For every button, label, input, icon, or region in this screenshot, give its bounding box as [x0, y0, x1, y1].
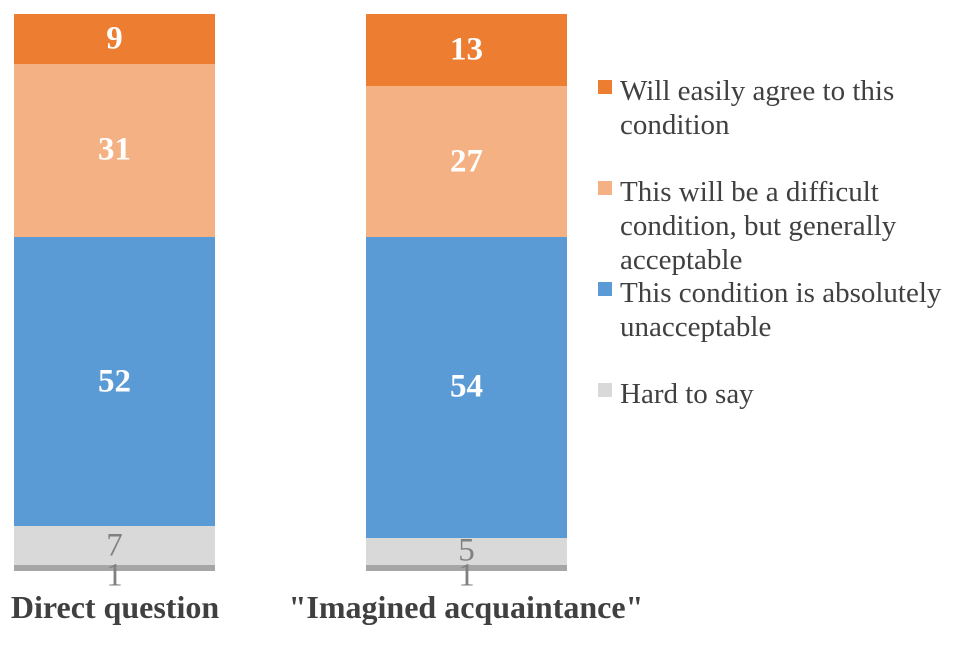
legend-label-hard-to-say: Hard to say — [620, 378, 754, 410]
segment-value-label: 1 — [458, 557, 475, 594]
legend-item-difficult-but-acceptable: This will be a difficult condition, but … — [598, 175, 948, 277]
legend-swatch-hard-to-say — [598, 383, 612, 397]
bar-segment: 5 — [366, 532, 567, 569]
bar-segment: 1 — [14, 559, 215, 592]
segment-value-label: 54 — [450, 368, 483, 405]
category-label-imagined-acquaintance: "Imagined acquaintance" — [288, 589, 644, 625]
bar-segment: 7 — [14, 526, 215, 566]
segment-value-label: 52 — [98, 363, 131, 400]
legend-label-absolutely-unacceptable: This condition is absolutely unacceptabl… — [620, 277, 942, 343]
segment-value-label: 31 — [98, 131, 131, 168]
segment-value-label: 5 — [458, 532, 475, 569]
legend-item-hard-to-say: Hard to say — [598, 377, 948, 411]
segment-value-label: 27 — [450, 143, 483, 180]
category-label-direct-question: Direct question — [10, 589, 220, 625]
segment-value-label: 9 — [106, 20, 123, 57]
bar-segment: 54 — [366, 236, 567, 538]
bar-segment: 27 — [366, 86, 567, 237]
legend-label-difficult-but-acceptable: This will be a difficult condition, but … — [620, 176, 897, 276]
legend-swatch-difficult-but-acceptable — [598, 181, 612, 195]
bar-segment: 52 — [14, 236, 215, 527]
segment-value-label: 7 — [106, 527, 123, 564]
legend-item-easily-agree: Will easily agree to this condition — [598, 74, 948, 142]
bar-segment: 31 — [14, 64, 215, 237]
bar-segment: 13 — [366, 14, 567, 87]
bar-segment: 9 — [14, 14, 215, 65]
segment-value-label: 1 — [106, 557, 123, 594]
legend-swatch-easily-agree — [598, 80, 612, 94]
segment-value-label: 13 — [450, 31, 483, 68]
legend-label-easily-agree: Will easily agree to this condition — [620, 75, 895, 141]
bar-direct-question: 9 31 52 7 1 — [14, 14, 215, 592]
bar-imagined-acquaintance: 13 27 54 5 1 — [366, 14, 567, 592]
legend-swatch-absolutely-unacceptable — [598, 282, 612, 296]
legend-item-absolutely-unacceptable: This condition is absolutely unacceptabl… — [598, 276, 948, 344]
bar-segment: 1 — [366, 559, 567, 592]
